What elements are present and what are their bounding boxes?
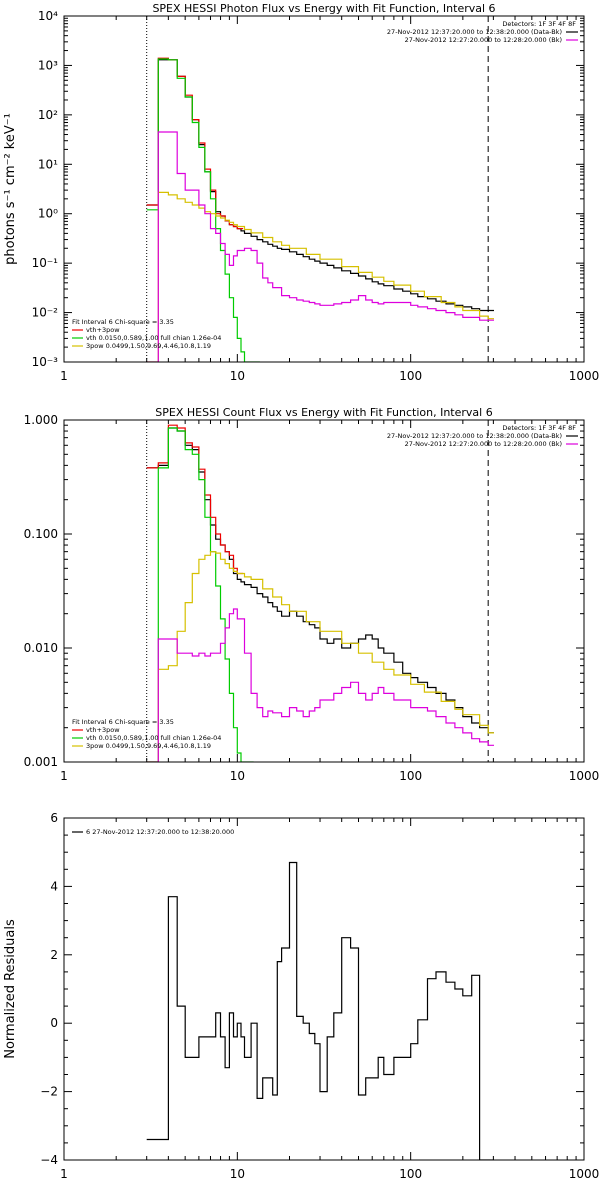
series-line-vth-3pow xyxy=(146,424,244,575)
panel-2: SPEX HESSI Count Flux vs Energy with Fit… xyxy=(24,406,600,783)
y-tick-label: 10⁻¹ xyxy=(32,256,59,270)
legend-bottomleft-text: vth 0.0150,0.589,1.00 full chian 1.26e-0… xyxy=(86,734,221,742)
y-tick-label: −4 xyxy=(40,1153,58,1167)
series-line-3pow xyxy=(146,551,494,762)
legend-bottomleft-text: Fit Interval 6 Chi-square = 3.35 xyxy=(72,718,174,726)
y-tick-label: 0.001 xyxy=(24,755,58,769)
y-tick-label: 0.100 xyxy=(24,527,58,541)
legend-bottomleft-text: 3pow 0.0499,1.50,9.69,4.46,10.8,1.19 xyxy=(86,342,211,350)
y-tick-label: 10⁴ xyxy=(38,9,58,23)
legend-topright-text: 27-Nov-2012 12:37:20.000 to 12:38:20.000… xyxy=(387,28,562,36)
y-tick-label: 10¹ xyxy=(38,157,58,171)
series-group xyxy=(146,424,494,762)
legend-topright-text: 27-Nov-2012 12:27:20.000 to 12:28:20.000… xyxy=(405,440,562,448)
y-tick-label: 0.010 xyxy=(24,641,58,655)
panel-3: 1 10 100 1000 −4 −2 0 2 4 6 Normalized Residuals 6 … xyxy=(3,811,599,1181)
x-tick-label: 1000 xyxy=(569,369,600,383)
y-axis-label: Normalized Residuals xyxy=(3,919,18,1059)
plot-frame xyxy=(63,15,585,363)
y-tick-label: 0 xyxy=(50,1016,58,1030)
x-tick-label: 1 xyxy=(60,769,68,783)
series-line-vth xyxy=(146,427,254,762)
y-tick-label: 4 xyxy=(50,879,58,893)
legend-bottomleft-text: 3pow 0.0499,1.50,9.69,4.46,10.8,1.19 xyxy=(86,742,211,750)
y-axis-label: photons s⁻¹ cm⁻² keV⁻¹ xyxy=(3,113,18,265)
legend-topright-text: 27-Nov-2012 12:37:20.000 to 12:38:20.000… xyxy=(387,432,562,440)
legend-bottomleft-text: vth 0.0150,0.589,1.00 full chian 1.26e-0… xyxy=(86,334,221,342)
x-tick-label: 10 xyxy=(230,1167,245,1181)
series-group xyxy=(146,57,494,362)
plot-frame xyxy=(63,817,585,1161)
series-line-s0 xyxy=(146,427,494,734)
legend-bottomleft-text: vth+3pow xyxy=(86,726,120,734)
panel-title: SPEX HESSI Count Flux vs Energy with Fit… xyxy=(155,406,492,419)
y-tick-label: 1.000 xyxy=(24,413,58,427)
y-tick-label: −2 xyxy=(40,1085,58,1099)
y-tick-label: 10⁻³ xyxy=(32,355,59,369)
x-tick-label: 1 xyxy=(60,1167,68,1181)
series-line-s4 xyxy=(146,608,494,762)
series-line-s0 xyxy=(146,59,494,312)
y-tick-label: 2 xyxy=(50,948,58,962)
x-tick-label: 100 xyxy=(399,1167,422,1181)
y-tick-label: 10³ xyxy=(38,58,58,72)
x-tick-label: 100 xyxy=(399,369,422,383)
legend-text: 6 27-Nov-2012 12:37:20.000 to 12:38:20.0… xyxy=(86,828,234,836)
x-tick-label: 10 xyxy=(230,769,245,783)
legend-bottomleft-text: Fit Interval 6 Chi-square = 3.35 xyxy=(72,318,174,326)
series-line-vth xyxy=(146,58,260,362)
x-tick-label: 1000 xyxy=(569,1167,600,1181)
series-line-vth-3pow xyxy=(146,57,244,230)
series-line-3pow xyxy=(146,191,494,362)
panel-1: SPEX HESSI Photon Flux vs Energy with Fi… xyxy=(3,2,599,383)
y-tick-label: 6 xyxy=(50,811,58,825)
series-line-s4 xyxy=(146,131,494,362)
x-tick-label: 10 xyxy=(230,369,245,383)
panel-title: SPEX HESSI Photon Flux vs Energy with Fi… xyxy=(152,2,495,15)
series-line-6-27-nov-2012-12-37- xyxy=(146,861,494,1160)
plot-frame xyxy=(63,419,585,763)
series-group xyxy=(146,861,494,1160)
legend-topright-text: Detectors: 1F 3F 4F 8F xyxy=(502,424,576,432)
x-tick-label: 100 xyxy=(399,769,422,783)
legend-topright-text: Detectors: 1F 3F 4F 8F xyxy=(502,20,576,28)
y-tick-label: 10² xyxy=(38,108,58,122)
legend-topright-text: 27-Nov-2012 12:27:20.000 to 12:28:20.000… xyxy=(405,36,562,44)
x-tick-label: 1 xyxy=(60,369,68,383)
legend-bottomleft-text: vth+3pow xyxy=(86,326,120,334)
x-tick-label: 1000 xyxy=(569,769,600,783)
y-tick-label: 10⁰ xyxy=(38,207,58,221)
y-tick-label: 10⁻² xyxy=(32,306,59,320)
